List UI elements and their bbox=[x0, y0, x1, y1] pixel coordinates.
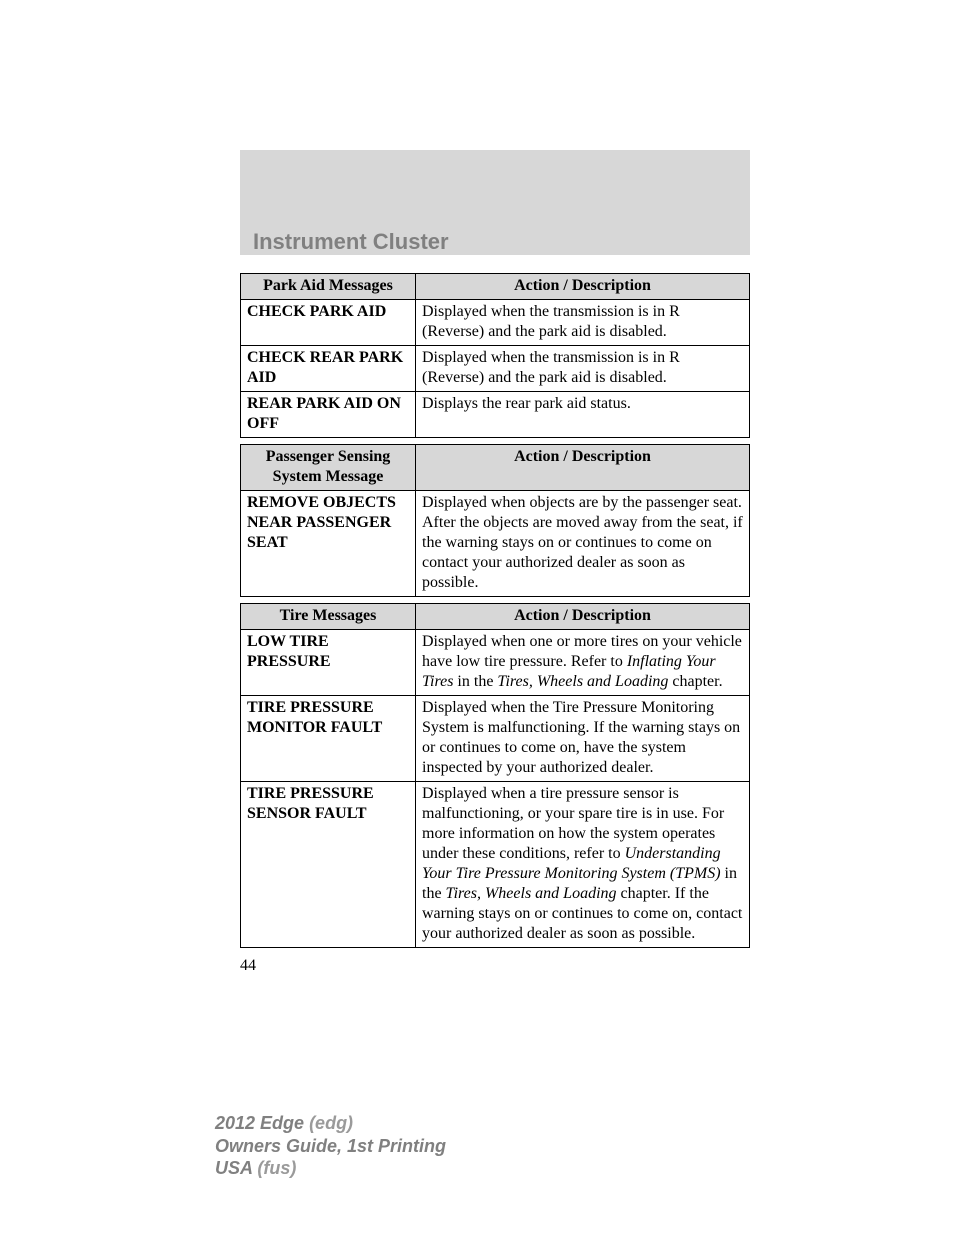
message-description-cell: Displayed when a tire pressure sensor is… bbox=[416, 782, 750, 948]
footer-line-2: Owners Guide, 1st Printing bbox=[215, 1135, 446, 1158]
message-name-cell: REAR PARK AID ON OFF bbox=[241, 392, 416, 438]
table-header-right: Action / Description bbox=[416, 274, 750, 300]
message-name-cell: LOW TIRE PRESSURE bbox=[241, 630, 416, 696]
body-text: in the bbox=[453, 673, 497, 690]
footer-guide: Owners Guide, 1st Printing bbox=[215, 1136, 446, 1156]
table-header-row: Park Aid MessagesAction / Description bbox=[241, 274, 750, 300]
section-title: Instrument Cluster bbox=[253, 229, 449, 255]
footer-model-code: (edg) bbox=[304, 1113, 353, 1133]
table-header-left: Park Aid Messages bbox=[241, 274, 416, 300]
footer-model: 2012 Edge bbox=[215, 1113, 304, 1133]
body-text: chapter. bbox=[668, 673, 722, 690]
table-row: REAR PARK AID ON OFF Displays the rear pa… bbox=[241, 392, 750, 438]
footer-region-code: (fus) bbox=[252, 1158, 296, 1178]
italic-text: Tires, Wheels and Loading bbox=[446, 885, 617, 902]
message-name-cell: CHECK PARK AID bbox=[241, 300, 416, 346]
table-row: REMOVE OBJECTS NEAR PASSENGER SEATDispla… bbox=[241, 491, 750, 597]
page-root: Instrument Cluster Park Aid MessagesActi… bbox=[0, 0, 954, 1235]
message-description-cell: Displayed when one or more tires on your… bbox=[416, 630, 750, 696]
table-row: LOW TIRE PRESSUREDisplayed when one or m… bbox=[241, 630, 750, 696]
table-header-left: Tire Messages bbox=[241, 604, 416, 630]
footer-line-1: 2012 Edge (edg) bbox=[215, 1112, 446, 1135]
message-description-cell: Displayed when the Tire Pressure Monitor… bbox=[416, 696, 750, 782]
message-table: Tire MessagesAction / DescriptionLOW TIR… bbox=[240, 603, 750, 948]
message-name-cell: TIRE PRESSURE SENSOR FAULT bbox=[241, 782, 416, 948]
body-text: Displayed when the transmission is in R … bbox=[422, 303, 680, 340]
footer-block: 2012 Edge (edg) Owners Guide, 1st Printi… bbox=[215, 1112, 446, 1180]
message-name-cell: TIRE PRESSURE MONITOR FAULT bbox=[241, 696, 416, 782]
message-name-cell: CHECK REAR PARK AID bbox=[241, 346, 416, 392]
table-row: TIRE PRESSURE MONITOR FAULTDisplayed whe… bbox=[241, 696, 750, 782]
body-text: Displayed when the Tire Pressure Monitor… bbox=[422, 699, 740, 776]
table-header-right: Action / Description bbox=[416, 445, 750, 491]
table-row: CHECK REAR PARK AIDDisplayed when the tr… bbox=[241, 346, 750, 392]
message-table: Passenger Sensing System MessageAction /… bbox=[240, 444, 750, 597]
page-number: 44 bbox=[240, 957, 256, 975]
body-text: Displayed when objects are by the passen… bbox=[422, 494, 743, 591]
tables-container: Park Aid MessagesAction / DescriptionCHE… bbox=[240, 273, 750, 954]
table-header-left: Passenger Sensing System Message bbox=[241, 445, 416, 491]
message-description-cell: Displayed when the transmission is in R … bbox=[416, 346, 750, 392]
footer-line-3: USA (fus) bbox=[215, 1157, 446, 1180]
italic-text: Tires, Wheels and Loading bbox=[497, 673, 668, 690]
table-row: CHECK PARK AIDDisplayed when the transmi… bbox=[241, 300, 750, 346]
body-text: Displays the rear park aid status. bbox=[422, 395, 631, 412]
body-text: Displayed when the transmission is in R … bbox=[422, 349, 680, 386]
table-header-row: Passenger Sensing System MessageAction /… bbox=[241, 445, 750, 491]
table-header-right: Action / Description bbox=[416, 604, 750, 630]
message-name-cell: REMOVE OBJECTS NEAR PASSENGER SEAT bbox=[241, 491, 416, 597]
message-table: Park Aid MessagesAction / DescriptionCHE… bbox=[240, 273, 750, 438]
footer-region: USA bbox=[215, 1158, 252, 1178]
message-description-cell: Displayed when the transmission is in R … bbox=[416, 300, 750, 346]
table-header-row: Tire MessagesAction / Description bbox=[241, 604, 750, 630]
message-description-cell: Displays the rear park aid status. bbox=[416, 392, 750, 438]
table-row: TIRE PRESSURE SENSOR FAULTDisplayed when… bbox=[241, 782, 750, 948]
message-description-cell: Displayed when objects are by the passen… bbox=[416, 491, 750, 597]
